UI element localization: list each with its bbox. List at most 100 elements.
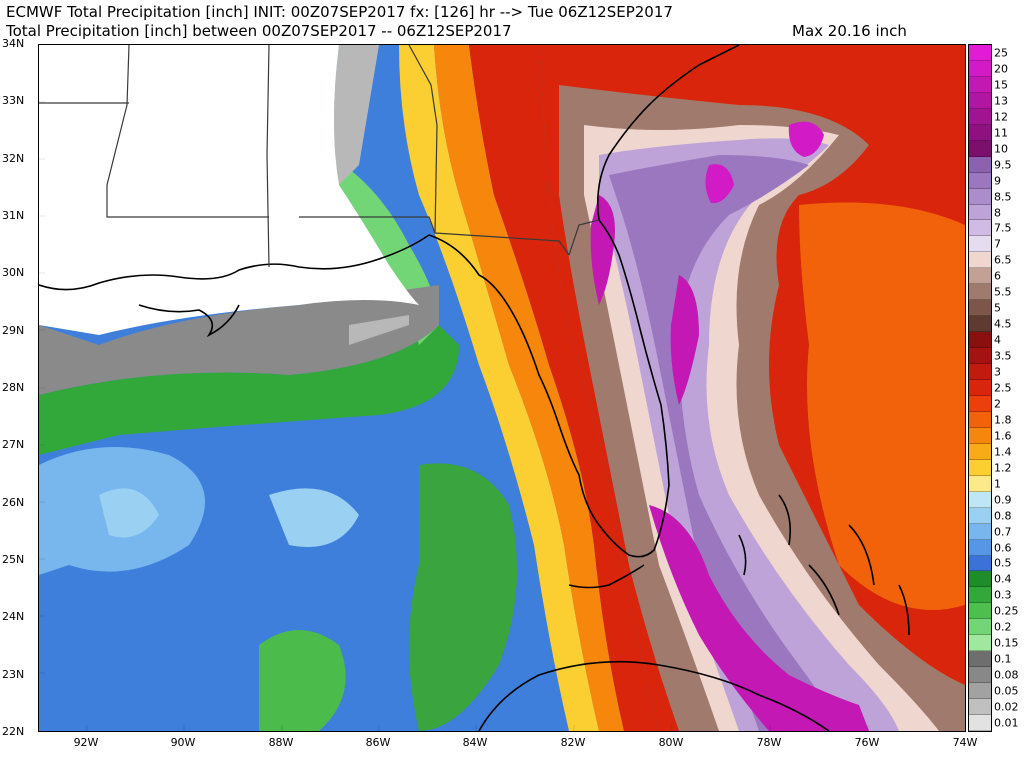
legend-label: 8 bbox=[994, 206, 1001, 219]
legend-swatch bbox=[969, 284, 991, 301]
legend-swatch bbox=[969, 300, 991, 317]
gulf-green-patch-b bbox=[259, 630, 346, 731]
state-border-ga-sc bbox=[408, 45, 438, 234]
legend-label: 0.01 bbox=[994, 716, 1019, 730]
legend-label: 0.3 bbox=[994, 588, 1012, 602]
legend-label: 5 bbox=[994, 301, 1001, 315]
legend-label: 0.02 bbox=[994, 700, 1019, 714]
legend-label: 4.5 bbox=[994, 317, 1012, 331]
legend-label: 8.5 bbox=[994, 190, 1012, 204]
legend-swatch bbox=[969, 45, 991, 61]
legend-swatch bbox=[969, 571, 991, 588]
state-border-al-ga bbox=[266, 45, 270, 268]
legend-label: 9 bbox=[994, 174, 1001, 188]
legend-swatch bbox=[969, 619, 991, 636]
red-band bbox=[469, 45, 659, 731]
legend-label: 1.4 bbox=[994, 445, 1012, 459]
legend-swatch bbox=[969, 523, 991, 540]
lon-label: 78W bbox=[756, 736, 782, 749]
lon-label: 80W bbox=[658, 736, 684, 749]
legend-label: 2 bbox=[994, 397, 1001, 411]
orange-band bbox=[434, 45, 624, 731]
legend-swatch bbox=[969, 507, 991, 524]
legend-swatch bbox=[969, 108, 991, 125]
legend-swatch bbox=[969, 188, 991, 205]
lat-label: 27N bbox=[2, 438, 25, 452]
cuba-coast bbox=[478, 660, 830, 731]
legend-swatch bbox=[969, 555, 991, 572]
legend-swatch bbox=[969, 491, 991, 508]
magenta-core bbox=[590, 195, 869, 731]
precipitation-map bbox=[38, 44, 966, 732]
precipitation-map-canvas bbox=[39, 45, 965, 731]
bahamas-islands bbox=[738, 494, 910, 636]
legend-label: 15 bbox=[994, 78, 1008, 92]
lon-label: 76W bbox=[854, 736, 880, 749]
purple-core bbox=[609, 155, 839, 731]
louisiana-delta bbox=[138, 304, 240, 338]
gray-light-coast bbox=[334, 45, 409, 345]
atlantic-orange bbox=[799, 202, 965, 610]
land-white bbox=[39, 45, 419, 335]
legend-label: 6 bbox=[994, 269, 1001, 283]
legend-label: 0.25 bbox=[994, 604, 1019, 618]
legend-label: 0.08 bbox=[994, 668, 1019, 682]
legend-swatch bbox=[969, 332, 991, 349]
lat-label: 30N bbox=[2, 266, 25, 280]
legend-swatch bbox=[969, 683, 991, 700]
legend-swatch bbox=[969, 220, 991, 237]
legend-swatch bbox=[969, 380, 991, 396]
legend-label: 0.4 bbox=[994, 572, 1012, 586]
legend-label: 0.2 bbox=[994, 620, 1012, 634]
legend-label: 0.7 bbox=[994, 525, 1012, 539]
color-scale-legend bbox=[968, 44, 992, 732]
legend-label: 10 bbox=[994, 142, 1008, 156]
legend-swatch bbox=[969, 348, 991, 365]
state-border-fl-ga-east bbox=[568, 219, 600, 256]
gulf-light-blue-b bbox=[99, 488, 359, 547]
legend-label: 0.15 bbox=[994, 636, 1019, 650]
legend-label: 1.8 bbox=[994, 413, 1012, 427]
gulf-coast-mississippi-alabama bbox=[39, 234, 430, 291]
map-title-line-2: Total Precipitation [inch] between 00Z07… bbox=[6, 22, 512, 40]
legend-swatch bbox=[969, 459, 991, 476]
gray-gulf-coast bbox=[39, 285, 439, 395]
legend-label: 0.05 bbox=[994, 684, 1019, 698]
legend-label: 0.8 bbox=[994, 509, 1012, 523]
legend-swatch bbox=[969, 587, 991, 604]
lon-label: 82W bbox=[560, 736, 586, 749]
state-borders bbox=[39, 45, 600, 268]
lat-label: 28N bbox=[2, 381, 25, 394]
legend-swatch bbox=[969, 395, 991, 412]
legend-swatch bbox=[969, 475, 991, 492]
lat-label: 26N bbox=[2, 495, 25, 509]
legend-label: 1.6 bbox=[994, 429, 1012, 443]
legend-label: 7 bbox=[994, 237, 1001, 251]
legend-swatch bbox=[969, 539, 991, 556]
florida-coastline bbox=[428, 45, 740, 558]
legend-label: 11 bbox=[994, 126, 1008, 140]
legend-label: 9.5 bbox=[994, 158, 1012, 172]
legend-swatch bbox=[969, 76, 991, 93]
lat-label: 24N bbox=[2, 610, 25, 624]
legend-swatch bbox=[969, 427, 991, 444]
lat-label: 29N bbox=[2, 323, 25, 337]
legend-label: 4 bbox=[994, 333, 1001, 347]
legend-swatch bbox=[969, 651, 991, 668]
lon-label: 74W bbox=[952, 736, 978, 749]
legend-swatch bbox=[969, 92, 991, 109]
legend-swatch bbox=[969, 252, 991, 269]
precipitation-regions bbox=[39, 45, 965, 731]
legend-swatch bbox=[969, 140, 991, 157]
legend-label: 13 bbox=[994, 94, 1008, 108]
lat-label: 31N bbox=[2, 209, 25, 222]
legend-swatch bbox=[969, 204, 991, 221]
legend-swatch bbox=[969, 699, 991, 716]
state-border-ms-al bbox=[106, 45, 269, 218]
legend-label: 1.2 bbox=[994, 461, 1012, 475]
legend-swatch bbox=[969, 603, 991, 620]
lon-label: 86W bbox=[365, 736, 391, 749]
legend-label: 6.5 bbox=[994, 253, 1012, 267]
legend-swatch bbox=[969, 268, 991, 285]
florida-keys bbox=[568, 564, 645, 589]
